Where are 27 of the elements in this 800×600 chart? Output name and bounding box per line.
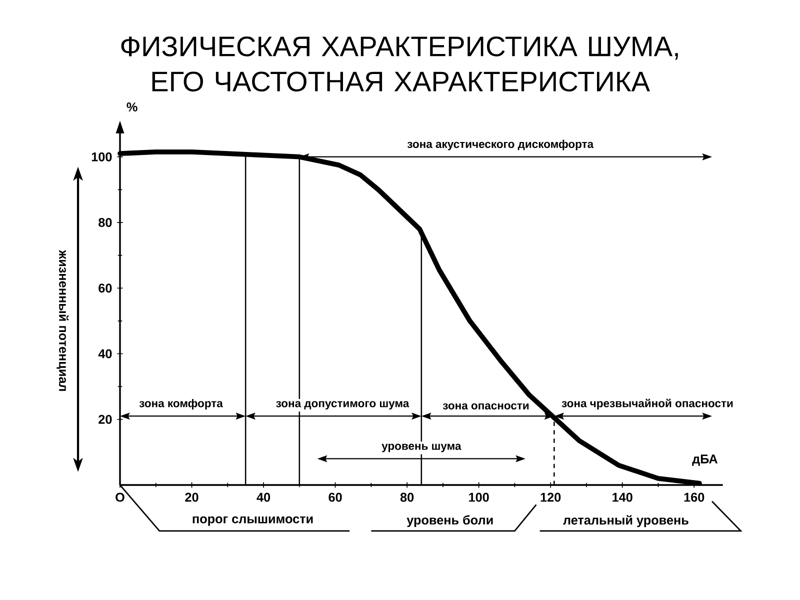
- annotation: зона чрезвычайной опасности: [562, 398, 733, 410]
- text: уровень боли: [406, 515, 493, 528]
- y-axis-title: %: [126, 102, 138, 112]
- x-tick-label: 80: [400, 492, 414, 502]
- y-tick-label: 20: [98, 414, 112, 424]
- text: порог слышимости: [192, 516, 313, 526]
- x-axis-title: дБА: [692, 454, 718, 466]
- annotation: зона опасности: [442, 403, 529, 410]
- x-tick-label: 120: [540, 492, 561, 502]
- y-tick-label: 40: [98, 349, 112, 358]
- y-tick-label: 100: [92, 152, 112, 162]
- x-tick-label: 160: [684, 492, 704, 502]
- x-tick-label: O: [116, 492, 124, 502]
- x-tick-label: 60: [328, 492, 342, 502]
- chart-title: ФИЗИЧЕСКАЯ ХАРАКТЕРИСТИКА ШУМА, ЕГО ЧАСТОТНАЯ ХАРАКТЕРИСТИКА: [121, 36, 678, 92]
- y-tick-label: 80: [98, 218, 112, 227]
- annotation: зона комфорта: [139, 398, 223, 410]
- x-tick-label: 140: [612, 492, 632, 502]
- annotation: уровень шума: [382, 444, 462, 452]
- x-tick-label: 20: [185, 492, 198, 502]
- x-tick-label: 40: [256, 492, 270, 502]
- text: летальный уровень: [563, 515, 688, 528]
- x-tick-label: 100: [469, 492, 489, 502]
- y-tick-label: 60: [98, 284, 112, 293]
- annotation: зона акустического дискомфорта: [407, 140, 594, 150]
- text: жизненный потенциал: [56, 250, 69, 391]
- annotation: зона допустимого шума: [276, 401, 410, 410]
